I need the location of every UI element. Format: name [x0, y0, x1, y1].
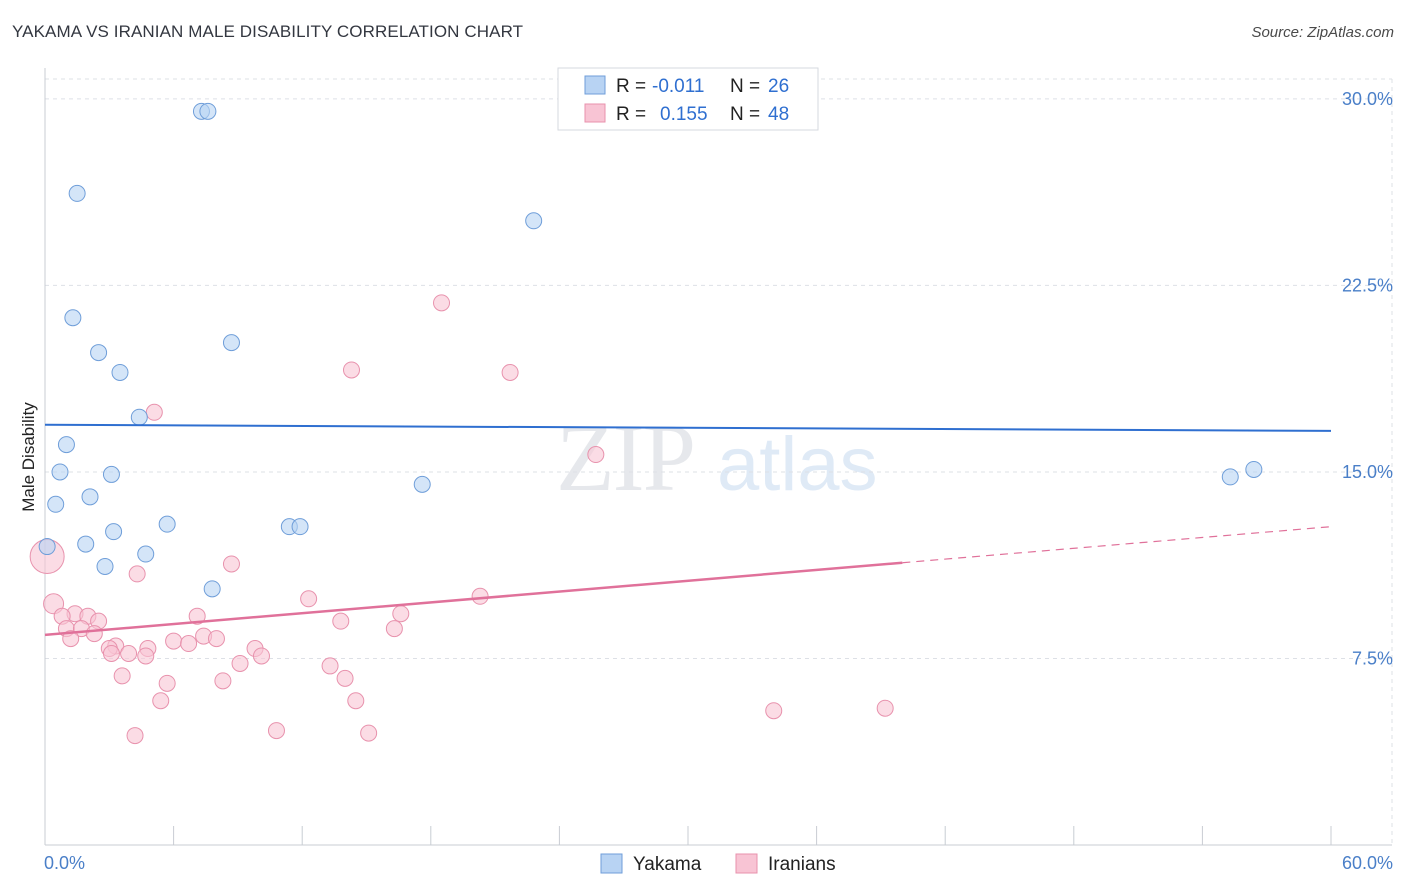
iranians-point — [385, 620, 403, 638]
yakama-point — [90, 344, 108, 362]
yakama-point — [81, 488, 99, 506]
iranians-point — [128, 565, 146, 583]
yakama-point — [111, 363, 129, 381]
iranians-point — [433, 294, 451, 312]
iranians-point — [85, 625, 103, 643]
x-tick-label-max: 60.0% — [1342, 853, 1393, 873]
y-axis-label: Male Disability — [19, 402, 38, 512]
yakama-point — [291, 518, 309, 536]
legend-n-label-iranians: N = — [730, 104, 760, 125]
chart-source: Source: ZipAtlas.com — [1251, 24, 1394, 41]
yakama-point — [102, 465, 120, 483]
iranians-point — [300, 590, 318, 608]
iranians-point — [145, 403, 163, 421]
legend-n-label-yakama: N = — [730, 76, 760, 97]
yakama-trend-line — [44, 423, 1332, 432]
iranians-point — [120, 645, 138, 662]
legend-r-label-yakama: R = — [616, 76, 646, 97]
legend-n-value-iranians: 48 — [768, 104, 789, 125]
y-tick-labels: 7.5% 15.0% 22.5% 30.0% — [1342, 89, 1393, 669]
yakama-point — [203, 580, 221, 598]
chart-title: YAKAMA VS IRANIAN MALE DISABILITY CORREL… — [12, 22, 524, 41]
iranians-point — [876, 699, 894, 717]
iranians-point — [180, 635, 198, 653]
iranians-point — [102, 645, 120, 662]
iranians-point — [62, 630, 80, 648]
yakama-point — [130, 408, 148, 426]
yakama-point — [38, 538, 56, 556]
watermark-zip: ZIP — [556, 404, 694, 511]
yakama-point — [77, 535, 95, 553]
iranians-point — [360, 724, 378, 742]
bottom-legend-swatch-yakama — [600, 853, 623, 874]
legend-r-label-iranians: R = — [616, 104, 646, 125]
y-tick-label: 30.0% — [1342, 89, 1393, 109]
y-tick-label: 7.5% — [1352, 648, 1393, 668]
yakama-point — [158, 515, 176, 533]
x-tick-labels: 0.0% 60.0% — [44, 853, 1393, 873]
series-iranians — [29, 294, 894, 745]
legend-swatch-iranians — [584, 103, 606, 123]
yakama-point — [413, 475, 431, 493]
y-tick-label: 22.5% — [1342, 275, 1393, 295]
iranians-point — [126, 727, 144, 745]
bottom-legend-swatch-iranians — [735, 853, 758, 874]
iranians-point — [471, 587, 489, 605]
yakama-point — [96, 557, 114, 575]
correlation-legend: R = -0.011 N = 26 R = 0.155 N = 48 — [557, 67, 819, 131]
yakama-point — [68, 184, 86, 202]
watermark-atlas: atlas — [717, 422, 878, 507]
iranians-point — [267, 722, 285, 740]
iranians-point — [222, 555, 240, 573]
legend-r-value-iranians: 0.155 — [660, 104, 708, 125]
yakama-point — [199, 102, 217, 120]
x-tick-label-min: 0.0% — [44, 853, 85, 873]
iranians-point — [332, 612, 350, 630]
iranians-point — [188, 607, 206, 625]
iranians-point — [231, 654, 249, 672]
yakama-point — [525, 212, 543, 230]
yakama-point — [105, 523, 123, 541]
bottom-legend-label-iranians: Iranians — [768, 854, 836, 875]
iranians-point — [113, 667, 131, 685]
y-tick-label: 15.0% — [1342, 462, 1393, 482]
iranians-point — [165, 632, 183, 650]
series-legend: Yakama Iranians — [600, 853, 836, 875]
iranians-point — [347, 692, 365, 710]
iranians-point — [336, 669, 354, 687]
yakama-point — [1245, 460, 1263, 478]
yakama-point — [1221, 468, 1239, 486]
iranians-point — [342, 361, 360, 379]
iranians-point — [152, 692, 170, 710]
legend-n-value-yakama: 26 — [768, 76, 789, 97]
iranians-point — [158, 674, 176, 692]
legend-r-value-yakama: -0.011 — [652, 76, 704, 97]
yakama-point — [47, 495, 65, 513]
iranians-point — [587, 446, 605, 464]
iranians-point — [214, 672, 232, 690]
iranians-trend-line-extrapolated — [902, 526, 1332, 564]
iranians-point — [392, 605, 410, 623]
watermark: ZIP atlas — [556, 404, 878, 511]
iranians-trend-line — [44, 561, 903, 637]
yakama-point — [137, 545, 155, 563]
axes — [44, 68, 1392, 846]
iranians-point — [321, 657, 339, 675]
iranians-point — [137, 647, 155, 665]
yakama-point — [57, 436, 75, 454]
trend-lines — [44, 423, 1332, 637]
iranians-point — [207, 630, 225, 648]
iranians-point — [501, 363, 519, 381]
yakama-point — [64, 309, 82, 327]
bottom-legend-label-yakama: Yakama — [633, 854, 702, 875]
legend-swatch-yakama — [584, 75, 606, 95]
iranians-point — [252, 647, 270, 665]
yakama-point — [51, 463, 69, 481]
yakama-point — [222, 334, 240, 352]
iranians-point — [765, 702, 783, 720]
series-yakama — [38, 102, 1263, 598]
